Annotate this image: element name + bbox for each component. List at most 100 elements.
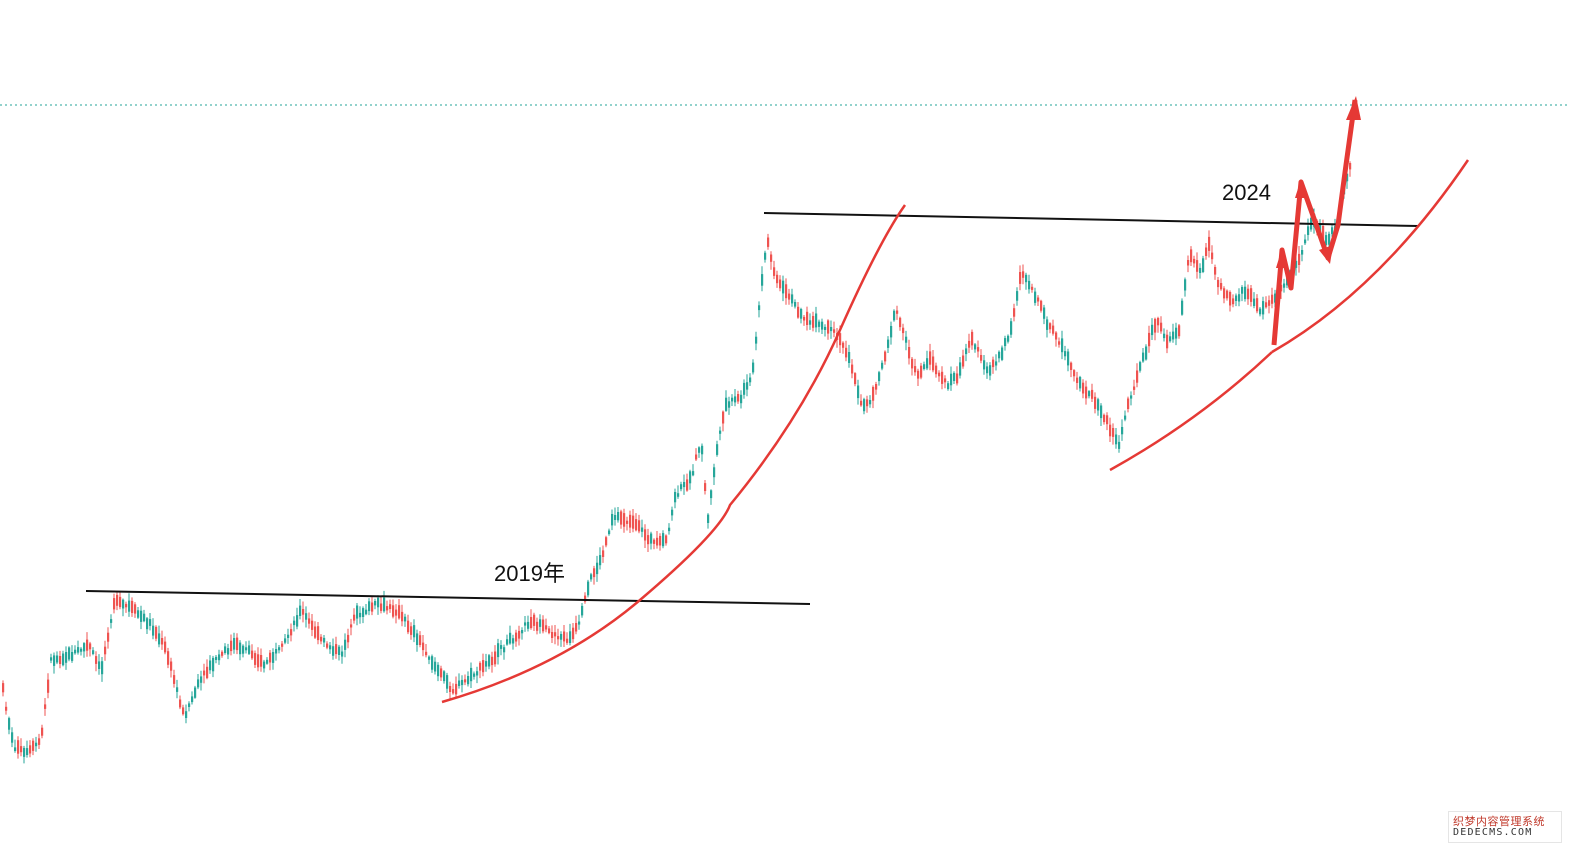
- candle-body: [875, 384, 878, 390]
- candle-body: [26, 748, 29, 755]
- candle-body: [653, 539, 656, 544]
- candle-body: [416, 633, 419, 645]
- candle-body: [1112, 428, 1115, 437]
- candle-body: [1106, 415, 1109, 425]
- candle-body: [140, 610, 143, 622]
- candle-body: [1079, 377, 1082, 389]
- candle-body: [662, 533, 665, 547]
- candle-body: [80, 648, 83, 652]
- candle-body: [710, 490, 713, 499]
- candle-body: [1166, 334, 1169, 349]
- candle-body: [254, 653, 257, 665]
- candle-body: [1064, 351, 1067, 357]
- candle-body: [602, 550, 605, 557]
- candle-body: [722, 411, 725, 424]
- candle-body: [860, 400, 863, 406]
- candle-body: [29, 745, 32, 754]
- candle-body: [1145, 346, 1148, 360]
- candle-body: [191, 696, 194, 703]
- candle-body: [1184, 279, 1187, 291]
- candle-body: [764, 252, 767, 260]
- candle-body: [950, 373, 953, 386]
- candle-body: [800, 309, 803, 319]
- watermark-text-cn: 织梦内容管理系统: [1453, 815, 1545, 828]
- candle-body: [569, 631, 572, 643]
- candle-body: [983, 360, 986, 370]
- candle-body: [143, 613, 146, 622]
- resistance-line-2019: [85, 590, 811, 605]
- candle-body: [1253, 298, 1256, 306]
- candle-body: [611, 514, 614, 526]
- candle-body: [698, 447, 701, 453]
- candle-body: [833, 329, 836, 333]
- candle-body: [962, 355, 965, 367]
- candle-body: [740, 394, 743, 404]
- candle-body: [626, 520, 629, 524]
- candle-body: [536, 621, 539, 631]
- resistance-line-2024: [763, 212, 1419, 227]
- candle-body: [596, 562, 599, 575]
- candle-body: [305, 613, 308, 620]
- candle-body: [956, 373, 959, 384]
- candle-body: [830, 327, 833, 332]
- candle-body: [392, 605, 395, 617]
- candle-body: [104, 646, 107, 655]
- candle-body: [1028, 280, 1031, 290]
- candle-body: [1265, 302, 1268, 308]
- support-curve-3: [1271, 159, 1470, 354]
- candle-body: [731, 397, 734, 402]
- candle-body: [971, 331, 974, 346]
- candle-body: [587, 581, 590, 596]
- candle-body: [368, 601, 371, 612]
- candle-body: [668, 527, 671, 532]
- candle-body: [311, 620, 314, 630]
- candle-body: [146, 618, 149, 630]
- candle-body: [8, 718, 11, 730]
- candle-body: [425, 651, 428, 656]
- candle-body: [35, 742, 38, 747]
- candle-body: [185, 711, 188, 718]
- candle-body: [809, 320, 812, 325]
- candle-body: [518, 630, 521, 639]
- candle-body: [131, 600, 134, 613]
- candle-body: [863, 399, 866, 412]
- candle-body: [434, 661, 437, 672]
- candle-body: [440, 668, 443, 678]
- candle-body: [767, 237, 770, 247]
- candle-body: [152, 625, 155, 636]
- candle-body: [482, 660, 485, 673]
- candle-body: [386, 606, 389, 611]
- candle-body: [41, 727, 44, 736]
- candle-body: [125, 603, 128, 608]
- candle-body: [563, 631, 566, 642]
- candle-body: [332, 646, 335, 656]
- candle-body: [728, 401, 731, 408]
- candle-body: [89, 643, 92, 650]
- candle-body: [293, 620, 296, 626]
- candle-body: [785, 284, 788, 299]
- candle-body: [212, 657, 215, 672]
- candles-group: [2, 161, 1352, 764]
- candle-body: [65, 652, 68, 663]
- candle-body: [110, 619, 113, 623]
- candle-body: [851, 364, 854, 374]
- candle-body: [887, 339, 890, 348]
- candle-body: [530, 617, 533, 629]
- candle-body: [557, 636, 560, 640]
- candle-body: [383, 597, 386, 612]
- candle-body: [197, 679, 200, 688]
- candle-body: [1136, 370, 1139, 383]
- candle-body: [632, 515, 635, 529]
- candle-body: [1181, 300, 1184, 315]
- candle-body: [1124, 415, 1127, 420]
- candle-body: [854, 373, 857, 385]
- candle-body: [953, 372, 956, 381]
- candle-body: [737, 394, 740, 402]
- candle-body: [449, 686, 452, 692]
- candle-body: [350, 624, 353, 628]
- candle-body: [1001, 347, 1004, 360]
- candle-body: [251, 650, 254, 659]
- candle-body: [527, 621, 530, 629]
- candle-body: [554, 632, 557, 637]
- candle-body: [164, 641, 167, 653]
